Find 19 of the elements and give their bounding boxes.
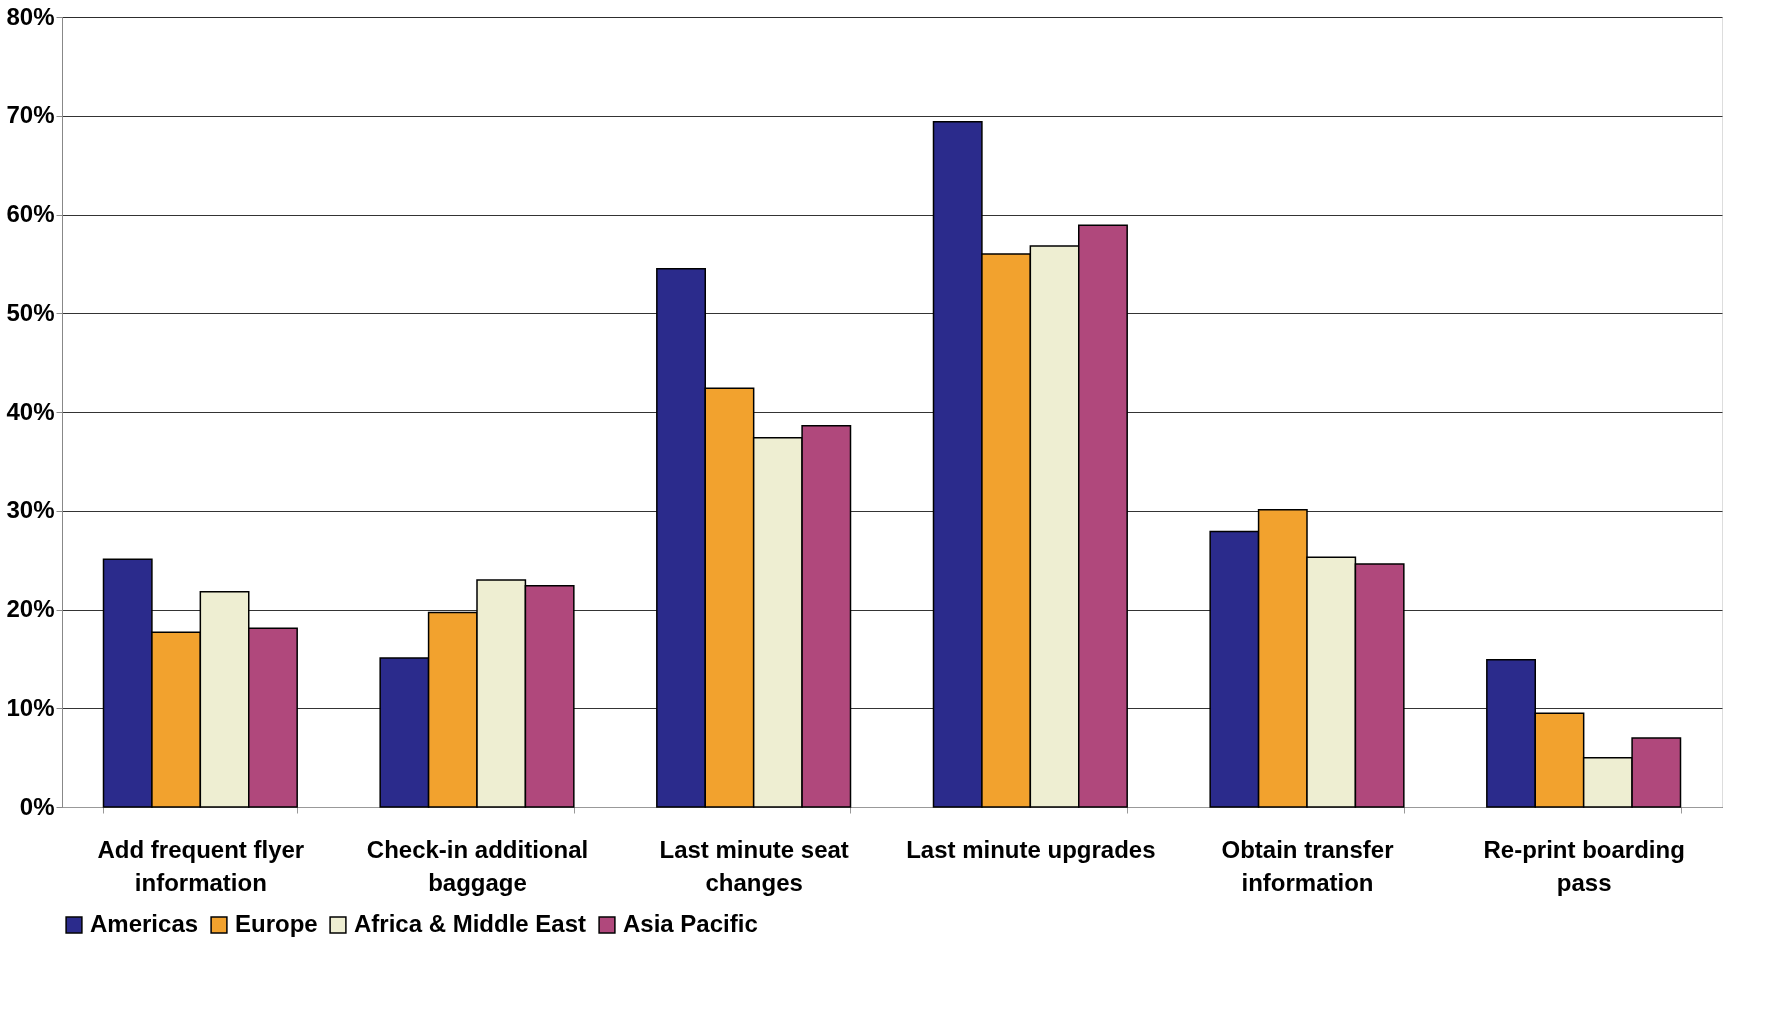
legend-label: Africa & Middle East [354,910,587,937]
x-tick-label: Obtain transfer information [1221,835,1394,896]
legend-label: Americas [90,910,199,937]
x-tick-label: Add frequent flyer information [97,835,305,896]
y-tick-label: 80% [6,2,55,30]
legend-label: Europe [235,910,318,937]
x-tick-label: Check-in additional baggage [366,835,589,896]
y-tick-label: 50% [6,298,55,326]
y-tick-label: 0% [19,792,55,820]
y-tick-label: 70% [6,101,55,129]
y-tick-label: 60% [6,200,55,227]
legend-label: Asia Pacific [623,910,758,937]
y-tick-label: 10% [6,693,55,721]
x-tick-label: Last minute upgrades [906,835,1156,863]
y-tick-label: 40% [6,397,55,425]
x-tick-label: Last minute seat changes [659,835,849,896]
y-tick-label: 30% [6,496,55,524]
x-tick-label: Re-print boarding pass [1483,835,1685,896]
y-tick-label: 20% [6,595,55,622]
